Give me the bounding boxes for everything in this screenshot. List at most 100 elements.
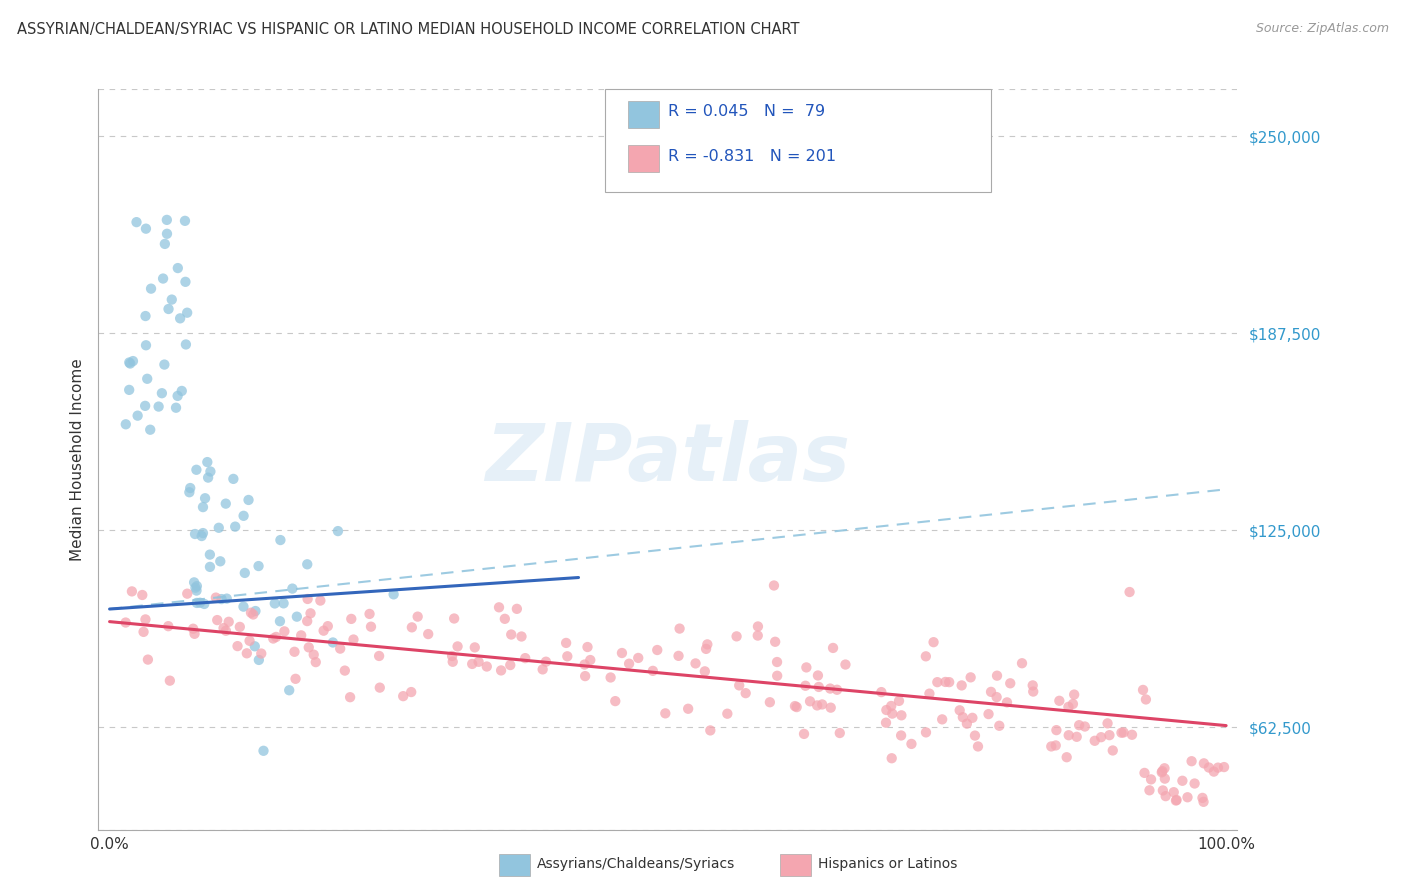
- Point: [208, 521, 231, 535]
- Point: [297, 558, 319, 572]
- Point: [963, 729, 986, 743]
- Point: [1150, 765, 1173, 780]
- Point: [190, 529, 212, 543]
- Point: [1063, 688, 1085, 702]
- Point: [118, 355, 141, 369]
- Point: [510, 630, 533, 644]
- Point: [1154, 789, 1177, 804]
- Point: [499, 658, 522, 673]
- Point: [467, 655, 489, 669]
- Point: [139, 282, 162, 296]
- Point: [1121, 728, 1143, 742]
- Point: [340, 612, 363, 626]
- Point: [197, 470, 219, 484]
- Point: [995, 695, 1018, 709]
- Point: [273, 596, 295, 610]
- Point: [157, 301, 180, 316]
- Point: [806, 698, 828, 713]
- Point: [169, 311, 191, 326]
- Point: [1198, 760, 1220, 774]
- Point: [464, 640, 486, 655]
- Point: [406, 609, 429, 624]
- Point: [506, 602, 529, 616]
- Point: [489, 664, 512, 678]
- Point: [200, 465, 222, 479]
- Point: [1022, 678, 1045, 692]
- Text: R = -0.831   N = 201: R = -0.831 N = 201: [668, 149, 837, 163]
- Point: [1057, 728, 1080, 742]
- Point: [1045, 739, 1067, 753]
- Point: [283, 645, 305, 659]
- Point: [1206, 761, 1229, 775]
- Point: [170, 384, 193, 398]
- Point: [226, 639, 249, 653]
- Point: [215, 624, 238, 638]
- Point: [1111, 725, 1133, 739]
- Point: [368, 648, 391, 663]
- Point: [166, 389, 188, 403]
- Point: [696, 637, 718, 651]
- Point: [136, 652, 159, 666]
- Point: [915, 725, 938, 739]
- Point: [135, 338, 157, 352]
- Point: [579, 653, 602, 667]
- Point: [262, 632, 284, 646]
- Point: [986, 690, 1008, 705]
- Point: [676, 702, 699, 716]
- Point: [763, 634, 786, 648]
- Point: [786, 700, 808, 714]
- Point: [188, 596, 211, 610]
- Point: [153, 358, 176, 372]
- Point: [114, 615, 136, 630]
- Point: [988, 719, 1011, 733]
- Point: [1139, 783, 1161, 797]
- Point: [654, 706, 676, 721]
- Point: [734, 686, 756, 700]
- Point: [401, 620, 423, 634]
- Point: [1090, 730, 1112, 744]
- Point: [1153, 772, 1175, 786]
- Point: [1171, 773, 1194, 788]
- Point: [392, 689, 415, 703]
- Point: [179, 481, 201, 495]
- Point: [875, 715, 897, 730]
- Point: [264, 630, 287, 644]
- Point: [811, 698, 834, 712]
- Point: [159, 673, 181, 688]
- Point: [959, 670, 981, 684]
- Point: [269, 614, 291, 628]
- Point: [1202, 764, 1225, 779]
- Point: [1057, 699, 1080, 714]
- Point: [870, 685, 893, 699]
- Point: [825, 682, 848, 697]
- Point: [239, 606, 262, 620]
- Point: [233, 566, 256, 580]
- Point: [1140, 772, 1163, 787]
- Point: [186, 463, 208, 477]
- Point: [1097, 716, 1119, 731]
- Point: [222, 472, 245, 486]
- Point: [1011, 657, 1033, 671]
- Point: [962, 711, 984, 725]
- Point: [215, 591, 238, 606]
- Point: [181, 622, 204, 636]
- Point: [322, 635, 344, 649]
- Text: Source: ZipAtlas.com: Source: ZipAtlas.com: [1256, 22, 1389, 36]
- Point: [1074, 719, 1097, 733]
- Point: [215, 497, 238, 511]
- Point: [209, 554, 232, 568]
- Point: [238, 492, 260, 507]
- Point: [131, 588, 153, 602]
- Point: [728, 678, 751, 692]
- Point: [1069, 718, 1091, 732]
- Point: [269, 533, 291, 547]
- Point: [245, 604, 267, 618]
- Point: [152, 271, 174, 285]
- Point: [312, 624, 335, 638]
- Point: [574, 657, 596, 672]
- Point: [949, 703, 972, 717]
- Point: [174, 337, 197, 351]
- Point: [121, 584, 143, 599]
- Point: [890, 729, 912, 743]
- Point: [1056, 750, 1078, 764]
